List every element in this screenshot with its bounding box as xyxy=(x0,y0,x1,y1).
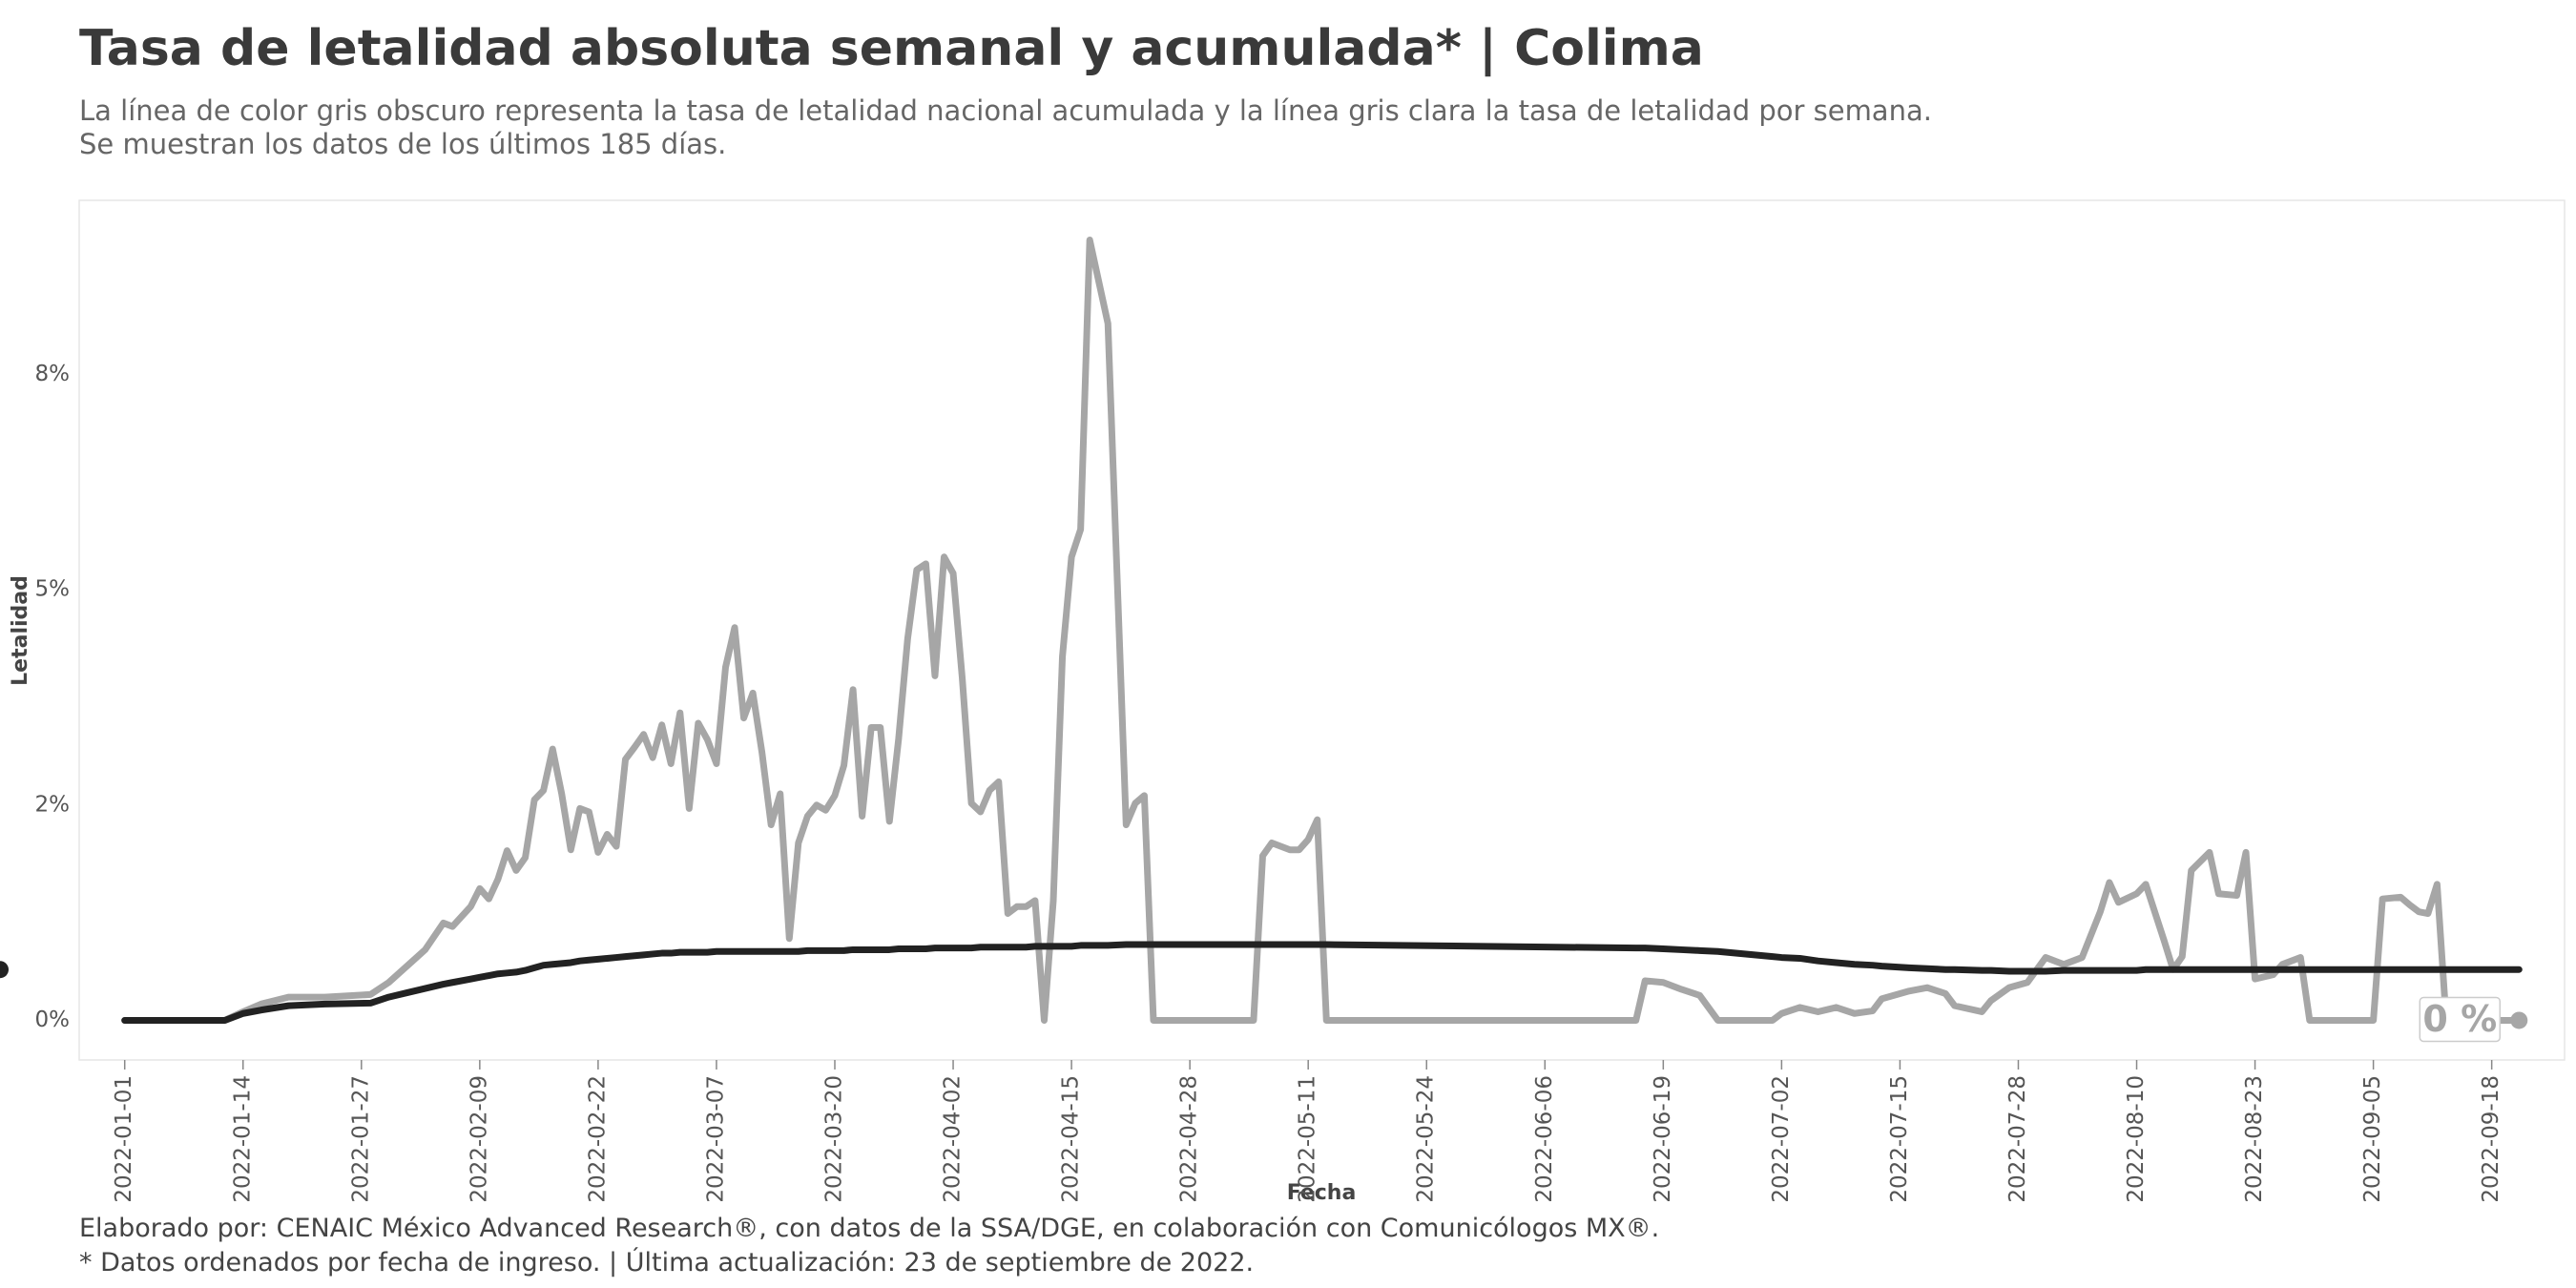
annotation: 0 % xyxy=(2422,998,2497,1040)
x-axis-label: Fecha xyxy=(1287,1181,1357,1205)
y-axis-label: Letalidad xyxy=(9,575,32,686)
x-tick-label: 2022-07-28 xyxy=(2005,1075,2030,1203)
x-tick-label: 2022-06-06 xyxy=(1532,1075,1557,1203)
end-point xyxy=(2510,1011,2528,1029)
x-tick-label: 2022-07-15 xyxy=(1887,1075,1912,1203)
x-tick-label: 2022-04-28 xyxy=(1177,1075,1202,1203)
x-tick-label: 2022-04-02 xyxy=(941,1075,966,1203)
caption: * Datos ordenados por fecha de ingreso. … xyxy=(79,1247,1254,1278)
x-tick-label: 2022-01-27 xyxy=(348,1075,373,1203)
x-tick-label: 2022-01-01 xyxy=(112,1075,136,1203)
caption: Elaborado por: CENAIC México Advanced Re… xyxy=(79,1214,1659,1243)
y-tick-label: 0% xyxy=(35,1008,71,1032)
x-tick-label: 2022-05-11 xyxy=(1296,1075,1320,1203)
x-tick-label: 2022-03-20 xyxy=(821,1075,846,1203)
x-tick-label: 2022-08-23 xyxy=(2242,1075,2267,1203)
x-tick-label: 2022-04-15 xyxy=(1059,1075,1084,1203)
y-tick-label: 8% xyxy=(35,362,71,386)
x-tick-label: 2022-09-05 xyxy=(2360,1075,2385,1203)
chart-title: Tasa de letalidad absoluta semanal y acu… xyxy=(79,20,1704,77)
y-tick-label: 2% xyxy=(35,792,71,817)
x-tick-label: 2022-07-02 xyxy=(1769,1075,1794,1203)
x-tick-label: 2022-01-14 xyxy=(230,1075,255,1203)
x-tick-label: 2022-09-18 xyxy=(2479,1075,2503,1203)
y-tick-label: 5% xyxy=(35,577,71,602)
x-tick-label: 2022-08-10 xyxy=(2124,1075,2149,1203)
chart-subtitle: La línea de color gris obscuro represent… xyxy=(79,94,1932,127)
x-tick-label: 2022-06-19 xyxy=(1651,1075,1675,1203)
chart-subtitle: Se muestran los datos de los últimos 185… xyxy=(79,128,726,160)
series-line xyxy=(121,941,2523,1024)
plot-frame xyxy=(78,199,2566,1061)
series-line xyxy=(121,237,2523,1024)
x-tick-label: 2022-02-22 xyxy=(585,1075,610,1203)
x-tick-label: 2022-02-09 xyxy=(467,1075,491,1203)
x-tick-label: 2022-05-24 xyxy=(1414,1075,1439,1203)
x-tick-label: 2022-03-07 xyxy=(703,1075,728,1203)
annotation-box xyxy=(2419,996,2502,1043)
end-point xyxy=(0,961,9,979)
